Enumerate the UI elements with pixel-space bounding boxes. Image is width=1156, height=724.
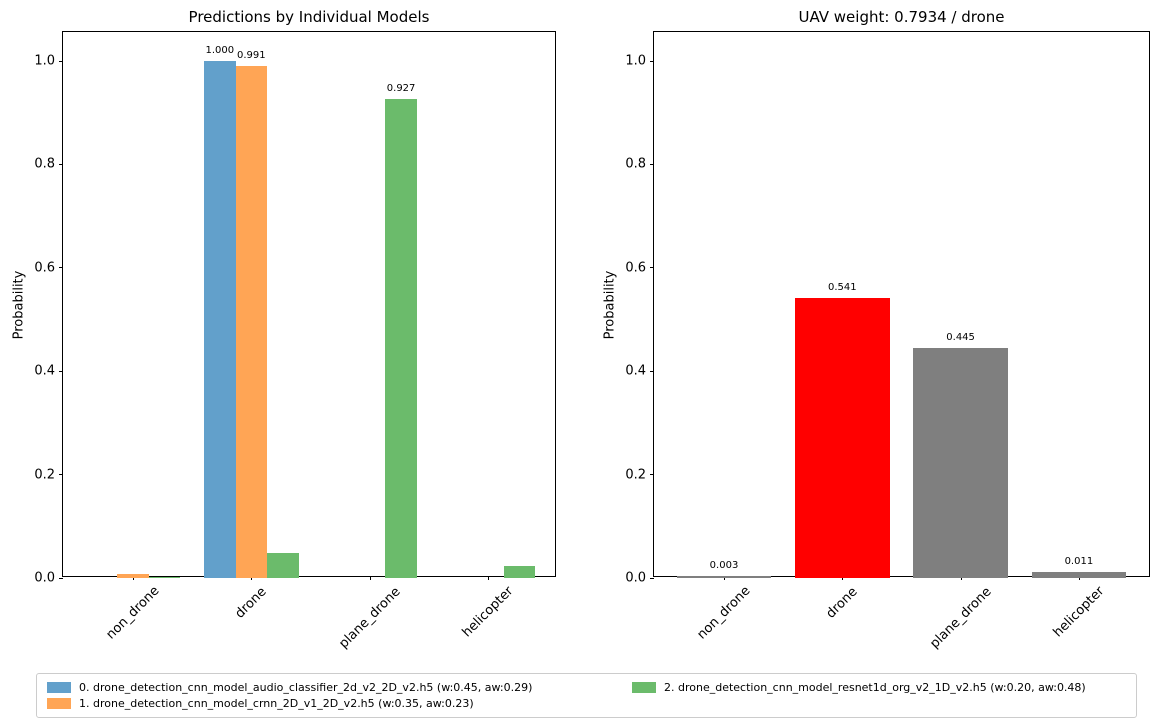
x-tick-mark — [960, 576, 962, 580]
y-tick-mark — [650, 474, 654, 476]
bar — [1031, 572, 1127, 578]
y-tick-mark — [59, 474, 63, 476]
y-tick-label: 0.4 — [625, 363, 646, 379]
bar-value-label: 1.000 — [205, 45, 235, 56]
x-tick-mark — [842, 576, 844, 580]
left-chart-plot-area: Predictions by Individual Models Probabi… — [12, 8, 556, 651]
legend-item: 2. drone_detection_cnn_model_resnet1d_or… — [632, 681, 1126, 694]
y-tick-label: 0.0 — [34, 570, 55, 586]
legend-box: 0. drone_detection_cnn_model_audio_class… — [36, 673, 1137, 718]
bar-value-label: 0.445 — [946, 331, 975, 343]
bar — [204, 61, 236, 578]
legend-item: 1. drone_detection_cnn_model_crnn_2D_v1_… — [47, 697, 622, 710]
y-tick-label: 0.8 — [625, 156, 646, 172]
y-tick-label: 0.2 — [625, 467, 646, 483]
y-tick-mark — [59, 370, 63, 372]
bar — [235, 65, 268, 578]
legend-swatch — [632, 681, 656, 693]
legend-item: 0. drone_detection_cnn_model_audio_class… — [47, 681, 622, 694]
x-tick-label: helicopter — [459, 583, 517, 641]
right-chart-title: UAV weight: 0.7934 / drone — [798, 8, 1005, 26]
bar — [676, 576, 772, 578]
x-tick-mark — [369, 576, 371, 580]
x-tick-label: drone — [232, 584, 270, 622]
bar-value-label: 0.011 — [1064, 556, 1094, 568]
x-tick-mark — [251, 576, 253, 580]
x-tick-label: plane_drone — [335, 583, 404, 652]
y-tick-label: 0.8 — [34, 156, 55, 172]
legend-swatch — [47, 698, 71, 710]
bar — [913, 347, 1008, 578]
x-tick-mark — [133, 576, 134, 580]
y-tick-mark — [59, 577, 63, 579]
x-tick-mark — [724, 576, 725, 580]
y-tick-label: 1.0 — [625, 53, 646, 69]
y-tick-mark — [59, 60, 63, 62]
left-chart-title: Predictions by Individual Models — [188, 8, 430, 26]
x-tick-label: non_drone — [103, 583, 163, 643]
y-tick-label: 0.6 — [625, 260, 646, 276]
bar — [148, 576, 181, 578]
bar-value-label: 0.991 — [236, 49, 266, 61]
bar — [503, 566, 536, 578]
legend-swatch — [47, 681, 71, 693]
y-tick-label: 0.6 — [34, 260, 55, 276]
bar — [117, 573, 149, 578]
bar — [795, 298, 890, 578]
bar-value-label: 0.003 — [709, 560, 739, 572]
legend-label: 0. drone_detection_cnn_model_audio_class… — [79, 680, 533, 694]
left-chart-y-axis-label: Probability — [11, 270, 27, 340]
y-tick-label: 1.0 — [34, 53, 55, 69]
y-tick-mark — [650, 267, 654, 269]
y-tick-mark — [650, 370, 654, 372]
y-tick-mark — [650, 60, 654, 62]
y-tick-mark — [59, 163, 63, 165]
bar — [267, 553, 299, 578]
x-tick-label: plane_drone — [926, 583, 995, 652]
right-chart-plot-area: UAV weight: 0.7934 / drone Probability 0… — [603, 8, 1150, 651]
bar — [385, 98, 417, 578]
x-tick-mark — [487, 576, 489, 580]
y-tick-mark — [59, 267, 63, 269]
right-chart-y-axis-label: Probability — [602, 270, 618, 340]
bar-value-label: 0.541 — [827, 282, 857, 294]
x-tick-mark — [1078, 576, 1080, 580]
y-tick-mark — [650, 577, 654, 579]
y-tick-label: 0.2 — [34, 467, 55, 483]
y-tick-label: 0.4 — [34, 363, 55, 379]
x-tick-label: helicopter — [1050, 583, 1108, 641]
legend-label: 1. drone_detection_cnn_model_crnn_2D_v1_… — [79, 697, 474, 711]
y-tick-label: 0.0 — [625, 570, 646, 586]
bar-value-label: 0.927 — [386, 82, 416, 94]
x-tick-label: non_drone — [694, 583, 754, 643]
y-tick-mark — [650, 163, 654, 165]
x-tick-label: drone — [823, 584, 861, 622]
legend-label: 2. drone_detection_cnn_model_resnet1d_or… — [664, 680, 1086, 694]
